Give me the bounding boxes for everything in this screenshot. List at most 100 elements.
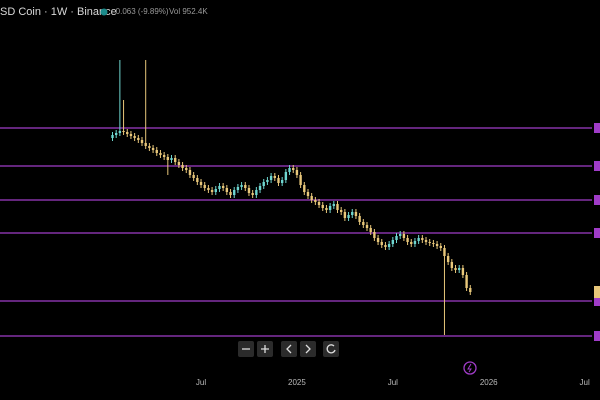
icon (286, 344, 292, 354)
candle-body (185, 168, 188, 170)
reset-button[interactable] (323, 341, 339, 357)
candle-body (133, 136, 136, 138)
candle-body (347, 215, 350, 218)
alert-button[interactable] (463, 361, 477, 375)
candle-body (118, 131, 122, 133)
candle-body (144, 143, 147, 146)
candle-body (111, 135, 114, 138)
candle-body (199, 182, 203, 185)
candle-body (196, 178, 199, 182)
toolbar (238, 341, 339, 357)
candle-body (461, 268, 465, 275)
candle-body (321, 205, 324, 208)
candle-body (221, 186, 225, 188)
candle-body (247, 188, 251, 193)
candle-body (203, 185, 206, 188)
candle-body (421, 238, 424, 240)
candle-body (369, 228, 372, 232)
candle-body (280, 180, 284, 183)
candle-body (358, 216, 361, 222)
scroll-right-button[interactable] (300, 341, 316, 357)
candle-body (306, 192, 310, 196)
candle-body (192, 175, 195, 178)
candle-body (469, 288, 472, 292)
candle-body (258, 186, 262, 190)
candle-body (465, 275, 468, 288)
candle-body (148, 146, 151, 148)
x-tick-label: Jul (196, 378, 206, 387)
candle-body (266, 180, 269, 182)
icon (326, 344, 336, 354)
candle-body (218, 186, 221, 189)
candle-body (365, 225, 369, 228)
level-axis-marker (594, 161, 600, 171)
icon (467, 363, 472, 373)
candle-body (188, 170, 192, 175)
candle-body (384, 245, 387, 247)
candle-body (332, 204, 336, 206)
candle-body (351, 212, 354, 215)
candle-body (325, 208, 328, 210)
candle-body (362, 222, 365, 225)
chart-title: SD Coin · 1W · Binance (0, 6, 117, 18)
status-dot (100, 8, 108, 16)
candle-body (114, 133, 118, 135)
candle-body (435, 244, 439, 246)
volume-label: Vol 952.4K (169, 7, 208, 16)
candle-body (417, 238, 420, 241)
candle-body (303, 185, 306, 192)
candle-body (174, 158, 177, 162)
candle-body (328, 206, 332, 210)
candle-body (262, 182, 265, 186)
level-axis-marker (594, 123, 600, 133)
x-tick-label: 2025 (288, 378, 306, 387)
candle-body (443, 248, 446, 256)
icon (305, 344, 311, 354)
candle-body (244, 185, 247, 188)
candle-body (336, 204, 339, 210)
candle-body (170, 158, 173, 160)
candle-body (162, 155, 166, 157)
candle-body (236, 187, 240, 190)
candle-body (399, 234, 402, 236)
candle-body (413, 241, 417, 244)
candle-body (299, 175, 302, 185)
candle-body (295, 170, 299, 175)
candle-body (373, 232, 376, 238)
candle-body (255, 190, 258, 195)
candle-body (387, 244, 391, 247)
candle-body (310, 196, 313, 200)
candle-body (207, 188, 210, 190)
candle-body (126, 132, 129, 134)
scroll-left-button[interactable] (281, 341, 297, 357)
x-tick-label: Jul (388, 378, 398, 387)
candle-body (314, 200, 317, 202)
candle-body (428, 242, 431, 243)
candle-body (210, 190, 214, 192)
candle-body (225, 188, 229, 192)
candle-body (155, 150, 158, 153)
candle-body (273, 176, 276, 178)
level-axis-marker (594, 228, 600, 238)
candle-body (240, 185, 243, 187)
candle-body (395, 236, 398, 240)
candle-body (292, 168, 295, 170)
candle-body (166, 157, 170, 160)
candle-body (391, 240, 395, 244)
candle-body (402, 234, 406, 238)
candle-body (122, 131, 125, 132)
candle-body (251, 193, 254, 195)
candle-body (288, 168, 291, 172)
level-axis-marker (594, 331, 600, 341)
x-tick-label: 2026 (480, 378, 498, 387)
candle-body (439, 246, 442, 248)
candle-body (446, 256, 450, 262)
candle-body (277, 178, 280, 183)
candle-body (229, 192, 232, 195)
level-axis-marker (594, 296, 600, 306)
candle-body (339, 210, 343, 212)
candle-body (317, 202, 321, 205)
candle-body (137, 138, 140, 140)
level-axis-marker (594, 195, 600, 205)
